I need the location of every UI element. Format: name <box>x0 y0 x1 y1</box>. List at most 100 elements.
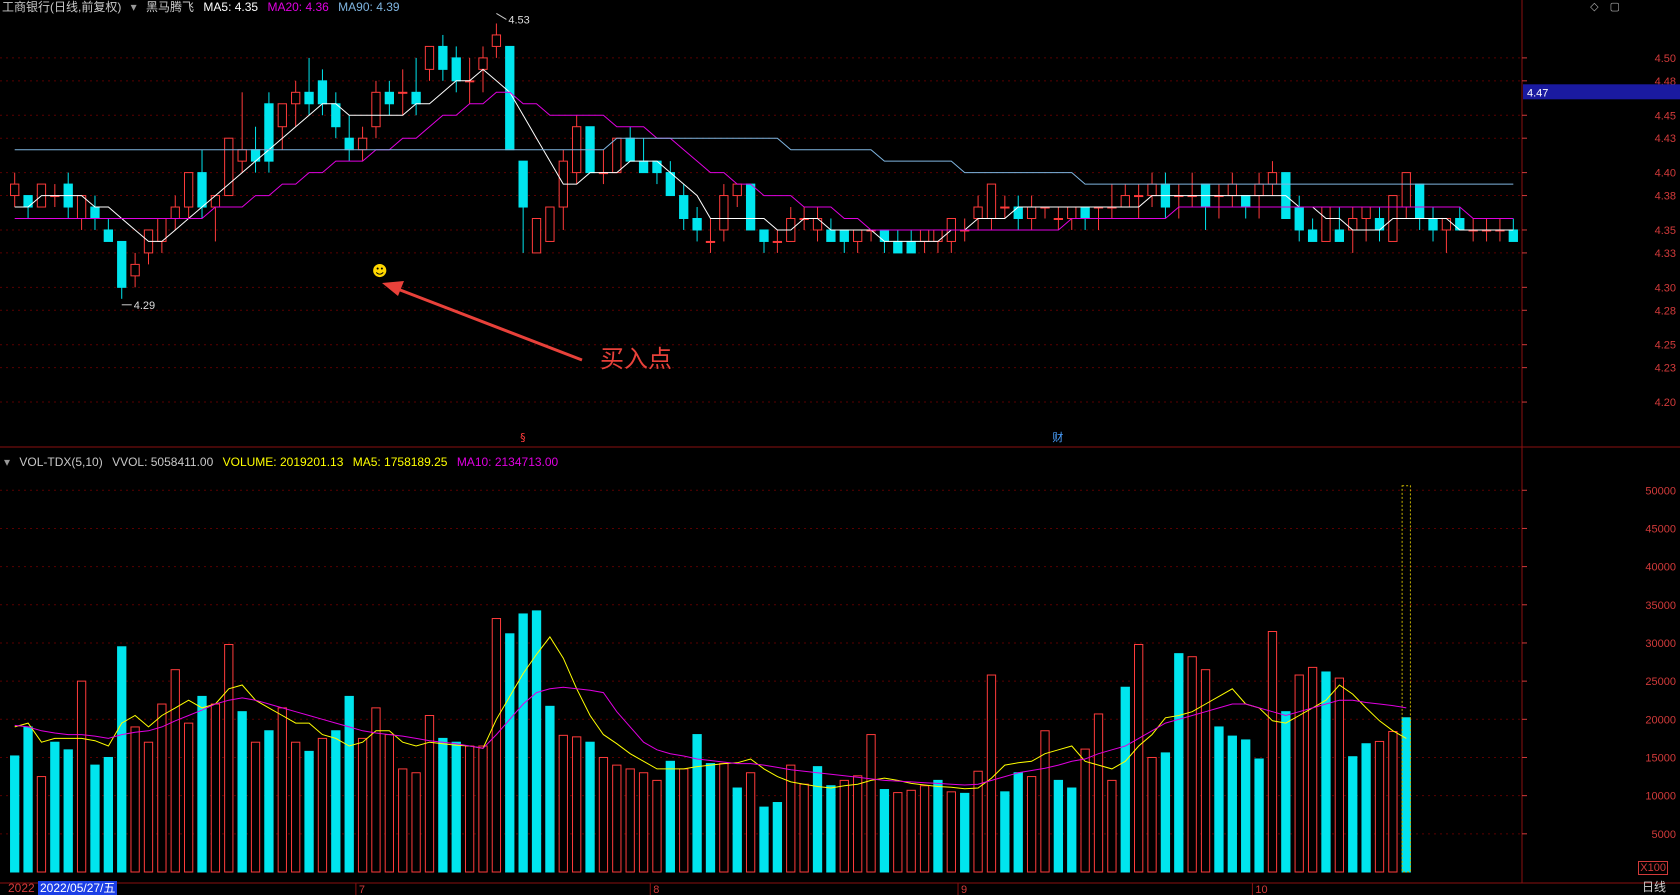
volume-bar-down <box>1013 772 1023 873</box>
price-tick-label: 4.35 <box>1655 225 1676 237</box>
volume-tick-label: 30000 <box>1645 638 1676 650</box>
volume-indicator-name[interactable]: VOL-TDX(5,10) <box>19 455 103 469</box>
candle-up <box>371 91 381 128</box>
volume-ma5-line <box>14 636 1407 790</box>
vvol-estimate-bar <box>1401 485 1411 873</box>
volume-bar-up <box>572 736 582 873</box>
price-tick-label: 4.50 <box>1655 53 1676 65</box>
dropdown-icon[interactable]: ▾ <box>130 0 137 14</box>
stock-title[interactable]: 工商银行(日线,前复权) <box>2 0 122 14</box>
volume-tick-label: 15000 <box>1645 752 1676 764</box>
volume-bar-down <box>1401 717 1411 873</box>
volume-bar-down <box>1227 735 1237 873</box>
volume-bar-up <box>625 768 635 873</box>
ma20-value: MA20: 4.36 <box>267 0 329 14</box>
volume-bar-down <box>50 741 60 873</box>
candle-down <box>90 206 100 219</box>
volume-bar-up <box>786 764 796 873</box>
high-price-label: 4.53 <box>508 14 529 26</box>
candle-down <box>23 195 33 208</box>
volume-bar-up <box>1134 643 1144 873</box>
volume-bar-up <box>1026 776 1037 873</box>
volume-bar-up <box>277 707 287 873</box>
volume-bar-down <box>1053 779 1064 873</box>
candle-up <box>1147 183 1157 197</box>
volume-bar-down <box>1254 758 1264 873</box>
collapse-icon[interactable]: ▾ <box>4 455 11 469</box>
year-label: 2022 <box>8 881 35 895</box>
candle-down <box>692 218 702 231</box>
price-chart-header: 工商银行(日线,前复权) ▾ 黑马腾飞 MA5: 4.35 MA20: 4.36… <box>2 0 406 14</box>
candle-down <box>893 240 903 254</box>
volume-chart-header: ▾ VOL-TDX(5,10) VVOL: 5058411.00 VOLUME:… <box>4 455 564 469</box>
volume-bar-up <box>1147 756 1157 873</box>
volume-bar-up <box>973 770 983 873</box>
volume-bar-up <box>906 789 916 873</box>
volume-bar-up <box>36 776 47 873</box>
candle-up <box>612 137 622 174</box>
candle-up <box>719 195 729 231</box>
volume-bar-up <box>210 703 221 873</box>
volume-ma5-value: MA5: 1758189.25 <box>352 455 448 469</box>
candle-up <box>705 240 716 243</box>
window-controls[interactable]: ◇ ▢ <box>1590 1 1624 13</box>
volume-bar-up <box>638 772 649 873</box>
volume-bar-down <box>304 750 314 873</box>
volume-tick-label: 40000 <box>1645 562 1676 574</box>
price-tick-label: 4.20 <box>1655 397 1676 409</box>
x-tick-label: 10 <box>1255 884 1267 895</box>
candle-down <box>826 229 836 242</box>
volume-bar-up <box>1040 730 1050 873</box>
volume-bar-down <box>344 695 354 873</box>
volume-bar-up <box>745 772 756 873</box>
volume-bar-up <box>652 779 662 873</box>
volume-bar-up <box>398 768 408 873</box>
candle-down <box>344 137 354 151</box>
candle-down <box>438 45 448 70</box>
volume-ma10-value: MA10: 2134713.00 <box>456 455 559 469</box>
volume-bar-up <box>1307 666 1318 873</box>
volume-bar-up <box>679 768 689 873</box>
candle-up <box>986 183 997 219</box>
volume-bar-up <box>853 775 863 873</box>
candle-up <box>812 218 823 231</box>
volume-bar-up <box>464 745 475 873</box>
indicator-name[interactable]: 黑马腾飞 <box>146 0 195 14</box>
candle-up <box>1053 218 1064 220</box>
smiley-icon: ☻ <box>372 262 388 280</box>
volume-tick-label: 10000 <box>1645 791 1676 803</box>
price-ma90-line <box>14 137 1514 185</box>
volume-bar-down <box>826 785 836 873</box>
volume-bar-up <box>558 734 568 873</box>
volume-bar-down <box>1241 739 1251 873</box>
volume-bar-down <box>1174 653 1184 873</box>
volume-unit-label: X100 <box>1638 861 1668 875</box>
volume-bar-up <box>224 643 234 873</box>
candle-up <box>1441 218 1452 231</box>
volume-bar-up <box>719 763 729 873</box>
volume-bar-up <box>384 734 394 873</box>
volume-bar-down <box>759 806 769 873</box>
price-tick-label: 4.38 <box>1655 191 1676 203</box>
volume-tick-label: 20000 <box>1645 714 1676 726</box>
volume-bar-up <box>411 772 421 873</box>
candle-down <box>879 229 890 242</box>
volume-bar-up <box>893 792 903 873</box>
volume-bar-down <box>90 764 100 873</box>
volume-bar-up <box>143 741 154 873</box>
candle-up <box>1321 206 1331 242</box>
low-price-label: 4.29 <box>134 300 155 312</box>
high-pointer <box>496 13 507 20</box>
cai-event-marker: 财 <box>1052 430 1063 444</box>
volume-bar-down <box>1067 787 1077 873</box>
price-tick-label: 4.40 <box>1655 168 1676 180</box>
candle-up <box>1227 183 1237 197</box>
period-tab[interactable]: 日线 <box>1641 880 1666 894</box>
volume-bar-up <box>317 737 328 873</box>
candle-down <box>117 240 127 288</box>
ma5-value: MA5: 4.35 <box>203 0 259 14</box>
volume-bar-down <box>438 737 448 873</box>
candle-up <box>291 91 301 105</box>
candle-down <box>103 229 114 242</box>
